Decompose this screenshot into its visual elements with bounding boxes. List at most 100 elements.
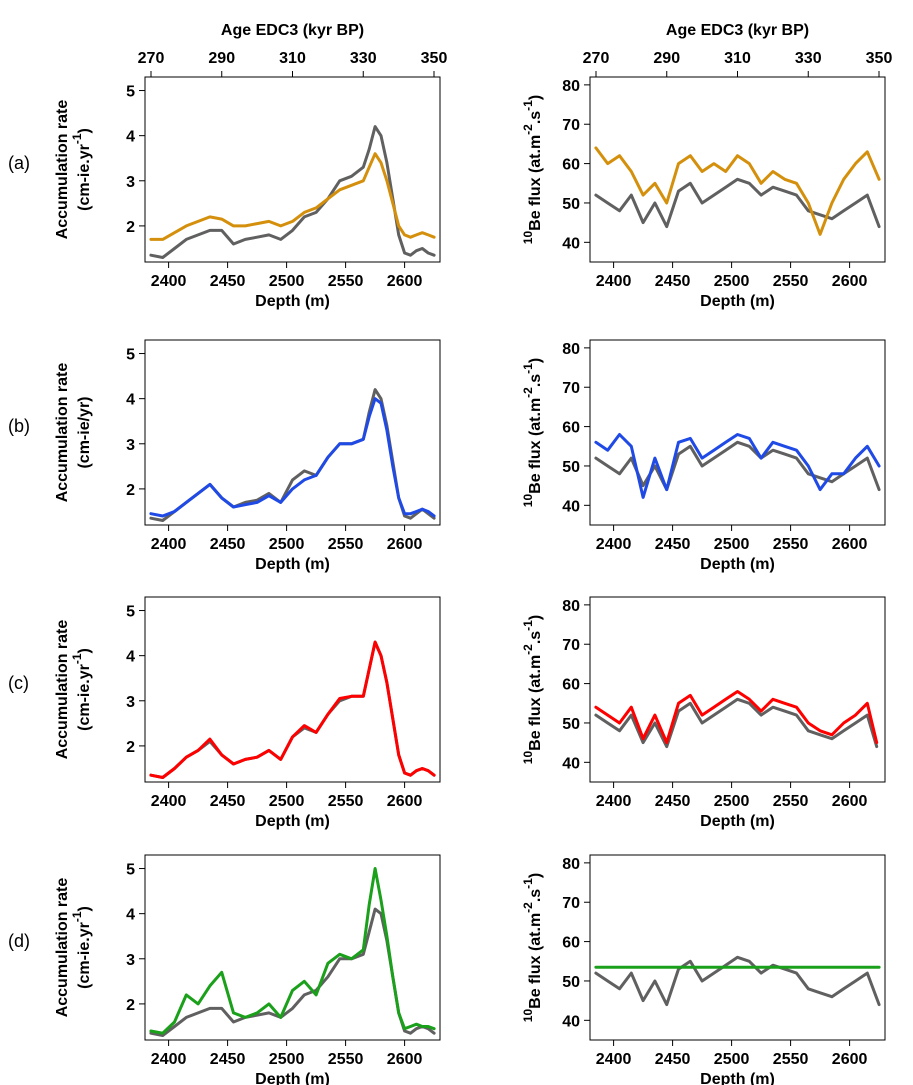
plot-frame-d-left — [144, 854, 441, 1041]
y-axis-label-mid: .s — [527, 631, 544, 644]
y-axis-label-a-left: Accumulation rate — [54, 100, 71, 240]
top-tick-label-a-right-290: 290 — [653, 50, 680, 67]
x-tick-label-b-left-2600: 2600 — [387, 536, 423, 553]
x-tick-label-d-left-2550: 2550 — [328, 1051, 364, 1068]
series-line-d-right-0 — [594, 955, 881, 1007]
x-tick-label-b-left-2450: 2450 — [210, 536, 246, 553]
series-line-d-left-1 — [149, 867, 436, 1035]
y-axis-label-sup3: -1 — [521, 100, 535, 111]
y-tick-label-c-left-3: 3 — [126, 694, 135, 711]
y-tick-label-b-left-3: 3 — [126, 437, 135, 454]
top-tick-label-a-right-270: 270 — [583, 50, 610, 67]
series-line-b-right-1 — [594, 433, 881, 499]
y-tick-label-a-left-3: 3 — [126, 174, 135, 191]
y-axis-label-main: Be flux (at.m — [527, 135, 544, 231]
top-tick-label-a-right-350: 350 — [866, 50, 893, 67]
y-axis-label-sup-pre: 10 — [521, 1009, 535, 1023]
series-line-d-left-0 — [149, 907, 436, 1037]
y-tick-label-d-right-60: 60 — [562, 935, 580, 952]
y-tick-label-c-right-70: 70 — [562, 637, 580, 654]
chart-b-left: 2400 2450 2500 2550 2600 2 3 4 5 Depth (m) Accumul… — [54, 339, 441, 573]
x-tick-label-c-left-2450: 2450 — [210, 793, 246, 810]
chart-a-right: 2400 2450 2500 2550 2600 40 50 60 70 80 Depth (m) 1… — [521, 22, 892, 310]
chart-d-left: 2400 2450 2500 2550 2600 2 3 4 5 Depth (m) Accumul… — [54, 854, 441, 1085]
y-axis-unit-sup: -1 — [70, 653, 84, 664]
x-axis-label-b-right: Depth (m) — [700, 556, 775, 573]
y-axis-label-end: ) — [527, 873, 544, 878]
x-tick-label-c-left-2500: 2500 — [269, 793, 305, 810]
y-axis-label-sup-pre: 10 — [521, 231, 535, 245]
x-tick-label-d-right-2450: 2450 — [655, 1051, 691, 1068]
x-tick-label-c-right-2500: 2500 — [714, 793, 750, 810]
x-axis-label-b-left: Depth (m) — [255, 556, 330, 573]
x-axis-label-c-left: Depth (m) — [255, 813, 330, 830]
y-tick-label-b-left-4: 4 — [126, 392, 135, 409]
y-tick-label-d-right-80: 80 — [562, 856, 580, 873]
y-tick-label-b-right-50: 50 — [562, 459, 580, 476]
y-axis-label-sup-pre: 10 — [521, 494, 535, 508]
chart-c-left: 2400 2450 2500 2550 2600 2 3 4 5 Depth (m) Accumul… — [54, 596, 441, 830]
y-axis-label-sup2: -2 — [521, 902, 535, 913]
top-axis-label-a-left: Age EDC3 (kyr BP) — [221, 22, 364, 39]
y-tick-label-a-right-40: 40 — [562, 235, 580, 252]
y-axis-label-main: Be flux (at.m — [527, 655, 544, 751]
top-tick-label-a-left-310: 310 — [279, 50, 306, 67]
x-tick-label-d-right-2500: 2500 — [714, 1051, 750, 1068]
plot-frame-c-right — [589, 596, 886, 783]
x-tick-label-d-right-2600: 2600 — [832, 1051, 868, 1068]
y-axis-unit-sup: -1 — [70, 133, 84, 144]
x-tick-label-d-right-2400: 2400 — [596, 1051, 632, 1068]
y-axis-unit-sup: -1 — [70, 911, 84, 922]
y-tick-label-d-left-2: 2 — [126, 997, 135, 1014]
panel-label-0: (a) — [8, 153, 30, 173]
y-tick-label-c-right-40: 40 — [562, 755, 580, 772]
x-tick-label-b-right-2550: 2550 — [773, 536, 809, 553]
y-tick-label-a-right-70: 70 — [562, 117, 580, 134]
y-tick-label-d-right-40: 40 — [562, 1013, 580, 1030]
x-tick-label-b-right-2600: 2600 — [832, 536, 868, 553]
plot-frame-a-left — [144, 76, 441, 263]
y-axis-label-c-right: 10Be flux (at.m-2.s-1) — [521, 615, 544, 764]
y-axis-label-sup3: -1 — [521, 620, 535, 631]
y-axis-label-d-right: 10Be flux (at.m-2.s-1) — [521, 873, 544, 1022]
plot-frame-d-right — [589, 854, 886, 1041]
y-axis-label-end: ) — [527, 615, 544, 620]
x-tick-label-a-right-2550: 2550 — [773, 273, 809, 290]
y-axis-unit-c-left: (cm-ie.yr-1) — [70, 648, 93, 731]
x-tick-label-c-left-2550: 2550 — [328, 793, 364, 810]
x-tick-label-a-right-2450: 2450 — [655, 273, 691, 290]
y-axis-label-mid: .s — [527, 374, 544, 387]
x-tick-label-a-right-2400: 2400 — [596, 273, 632, 290]
y-axis-label-mid: .s — [527, 111, 544, 124]
y-tick-label-d-left-4: 4 — [126, 907, 135, 924]
x-axis-label-d-right: Depth (m) — [700, 1071, 775, 1085]
y-tick-label-d-left-3: 3 — [126, 952, 135, 969]
top-tick-label-a-left-330: 330 — [350, 50, 377, 67]
top-axis-label-a-right: Age EDC3 (kyr BP) — [666, 22, 809, 39]
y-axis-unit-d-left: (cm-ie.yr-1) — [70, 906, 93, 989]
x-tick-label-a-left-2550: 2550 — [328, 273, 364, 290]
y-tick-label-a-right-60: 60 — [562, 157, 580, 174]
x-tick-label-b-left-2500: 2500 — [269, 536, 305, 553]
x-tick-label-c-right-2600: 2600 — [832, 793, 868, 810]
x-axis-label-a-right: Depth (m) — [700, 293, 775, 310]
y-tick-label-b-right-60: 60 — [562, 420, 580, 437]
series-line-c-right-1 — [594, 690, 879, 745]
x-axis-label-c-right: Depth (m) — [700, 813, 775, 830]
panel-label-2: (c) — [8, 673, 29, 693]
y-tick-label-c-left-4: 4 — [126, 649, 135, 666]
y-axis-label-d-left: Accumulation rate — [54, 878, 71, 1018]
y-axis-label-b-right: 10Be flux (at.m-2.s-1) — [521, 358, 544, 507]
x-tick-label-a-right-2600: 2600 — [832, 273, 868, 290]
x-axis-label-d-left: Depth (m) — [255, 1071, 330, 1085]
series-line-a-right-0 — [594, 177, 881, 229]
top-tick-label-a-left-290: 290 — [208, 50, 235, 67]
chart-c-right: 2400 2450 2500 2550 2600 40 50 60 70 80 Depth (m) 1… — [521, 596, 886, 830]
top-tick-label-a-right-330: 330 — [795, 50, 822, 67]
y-axis-label-mid: .s — [527, 889, 544, 902]
y-axis-label-a-right: 10Be flux (at.m-2.s-1) — [521, 95, 544, 244]
y-tick-label-b-right-70: 70 — [562, 380, 580, 397]
x-tick-label-c-left-2400: 2400 — [151, 793, 187, 810]
x-tick-label-b-left-2550: 2550 — [328, 536, 364, 553]
y-axis-label-end: ) — [527, 95, 544, 100]
